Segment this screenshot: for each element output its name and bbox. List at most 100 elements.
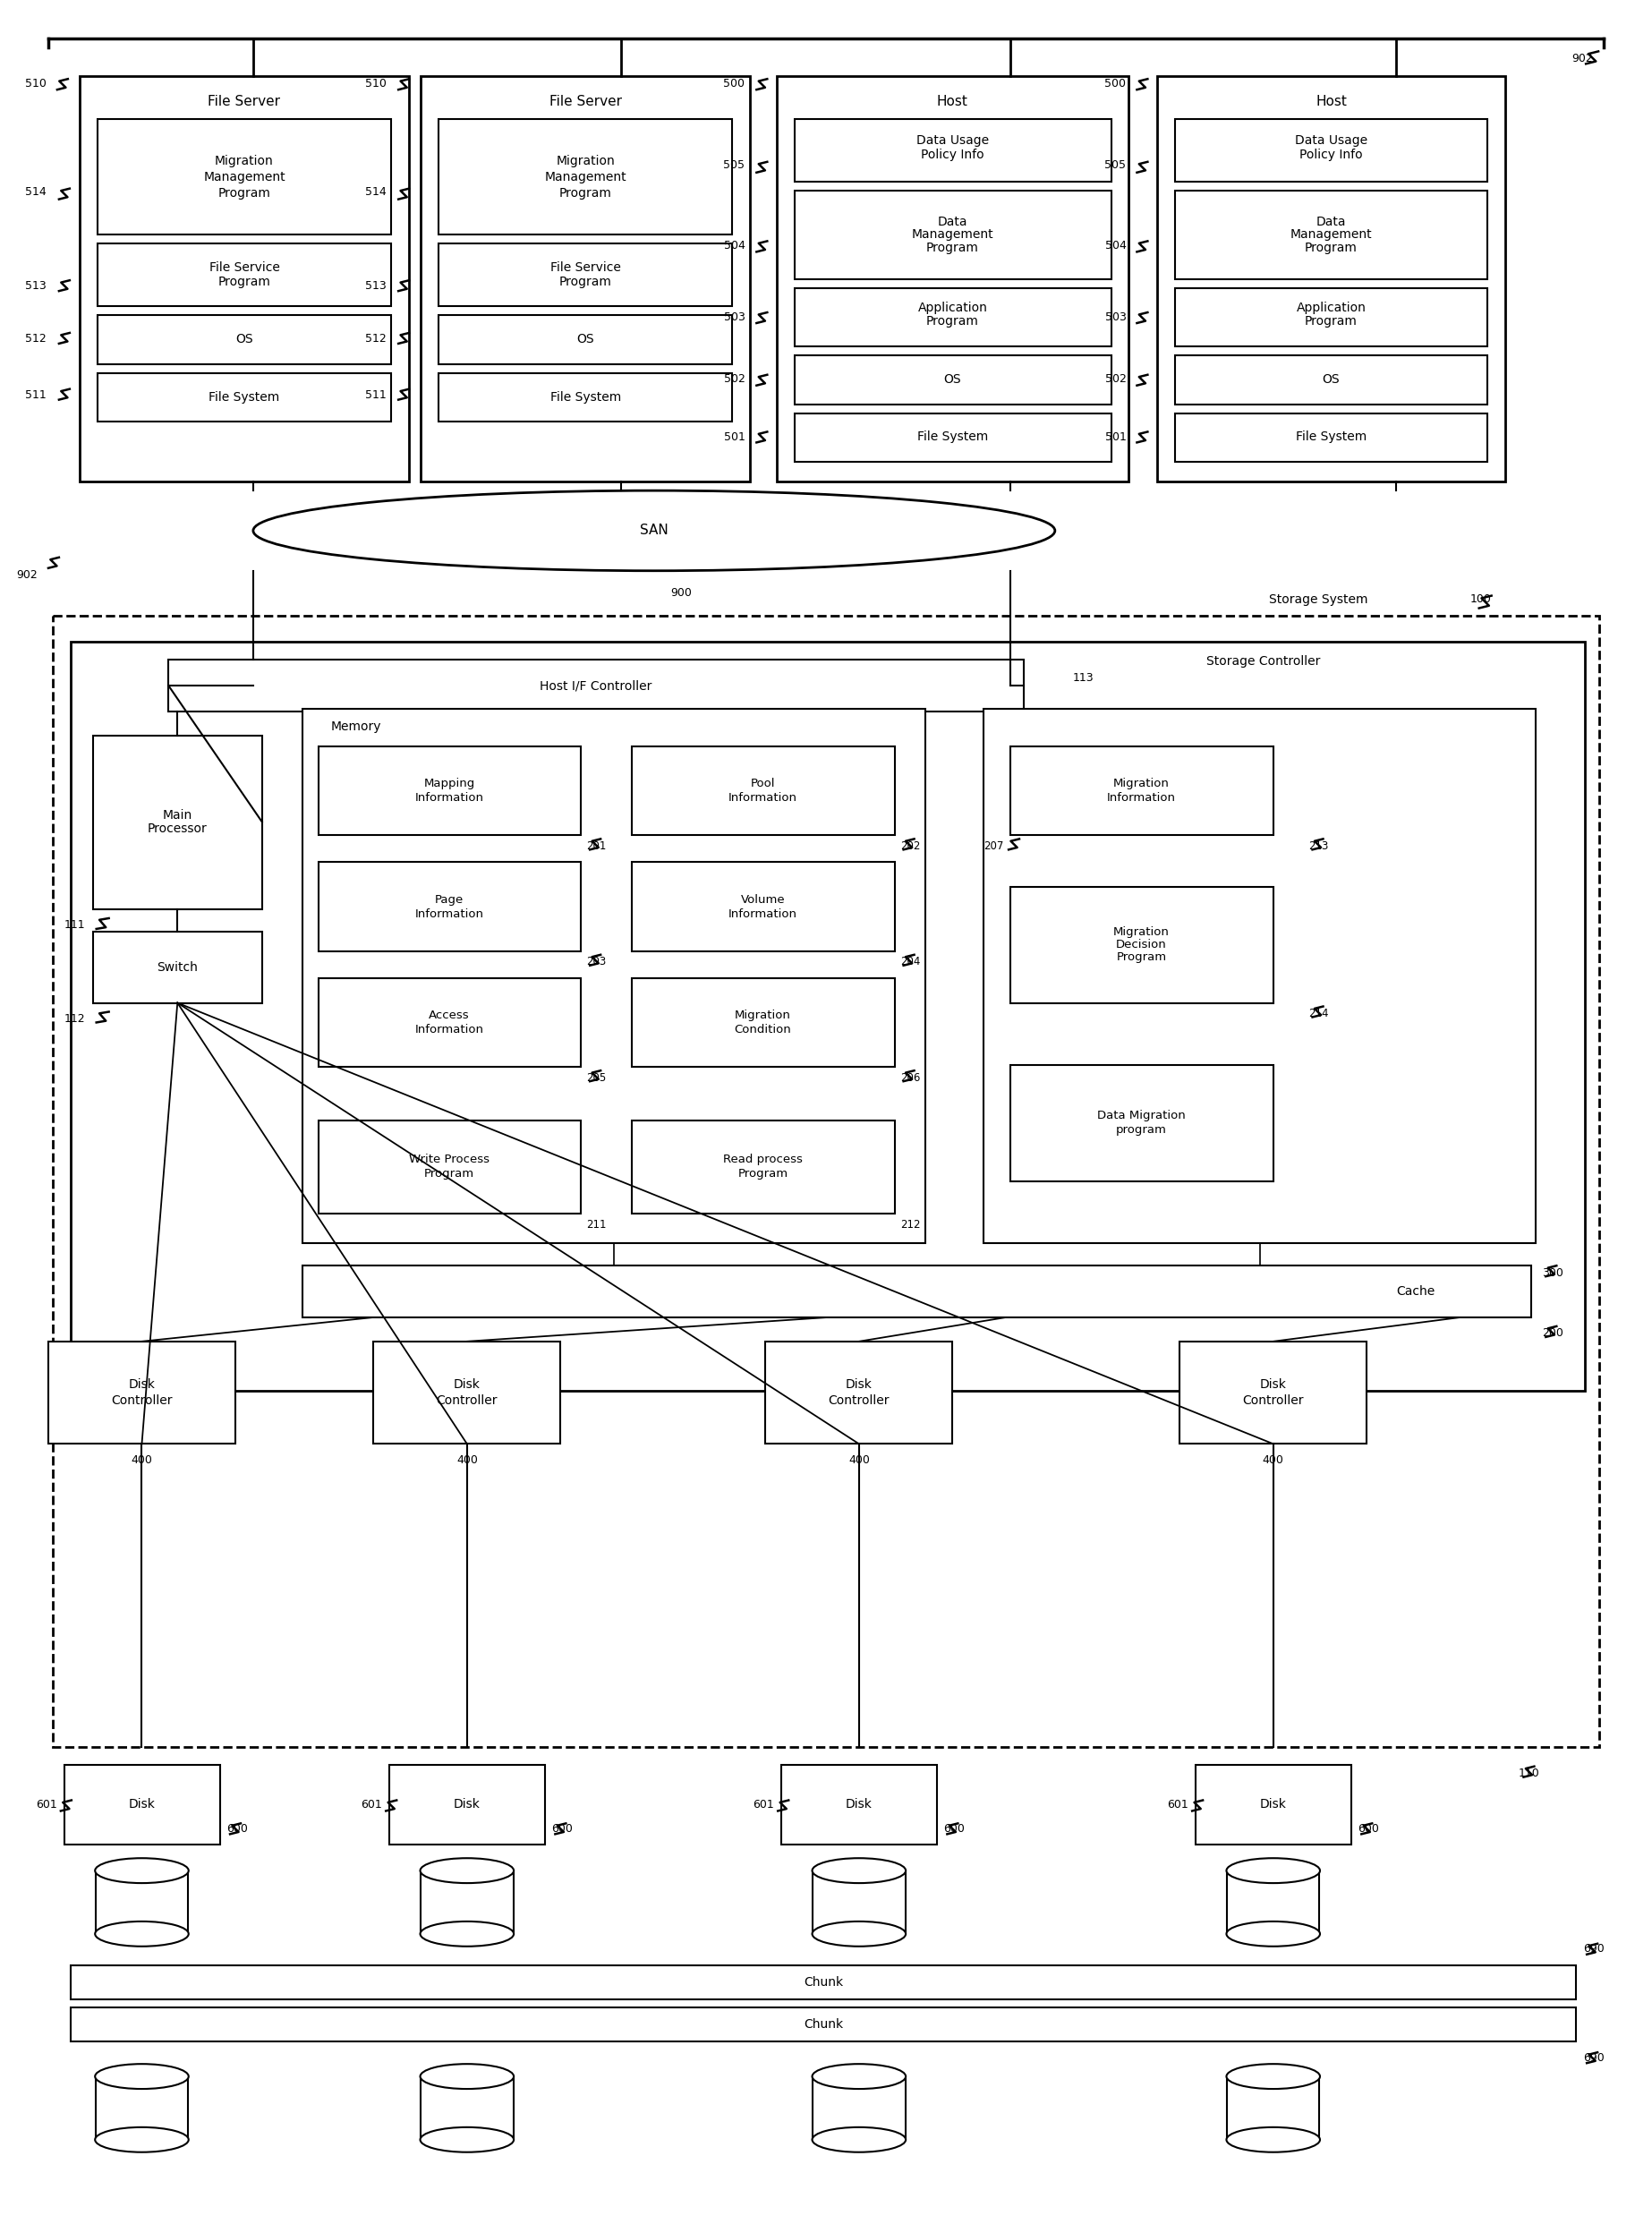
Text: 505: 505 bbox=[724, 160, 745, 171]
Text: 200: 200 bbox=[1543, 1328, 1564, 1339]
Text: File Server: File Server bbox=[208, 96, 281, 109]
Ellipse shape bbox=[420, 1859, 514, 1884]
Text: Decision: Decision bbox=[1117, 939, 1166, 952]
Text: 600: 600 bbox=[943, 1824, 965, 1835]
Text: Disk: Disk bbox=[846, 1799, 872, 1810]
Text: 902: 902 bbox=[1571, 53, 1593, 64]
Text: Management: Management bbox=[912, 229, 993, 240]
Text: Policy Info: Policy Info bbox=[920, 149, 985, 160]
Text: 511: 511 bbox=[365, 389, 387, 400]
Bar bbox=[1011, 887, 1274, 1003]
Ellipse shape bbox=[1226, 1922, 1320, 1946]
Bar bbox=[390, 1764, 545, 1844]
Bar bbox=[1175, 414, 1487, 463]
Text: Program: Program bbox=[218, 187, 271, 200]
Text: 601: 601 bbox=[362, 1799, 382, 1810]
Bar bbox=[1175, 356, 1487, 405]
Bar bbox=[795, 356, 1112, 405]
Text: Program: Program bbox=[927, 242, 980, 254]
Text: 203: 203 bbox=[586, 956, 606, 967]
Bar bbox=[1175, 120, 1487, 182]
Text: Read process: Read process bbox=[724, 1154, 803, 1165]
Bar bbox=[1158, 76, 1505, 483]
Text: OS: OS bbox=[236, 334, 253, 345]
Text: Controller: Controller bbox=[1242, 1394, 1303, 1406]
Text: Chunk: Chunk bbox=[803, 2019, 843, 2031]
Text: 505: 505 bbox=[1105, 160, 1127, 171]
Text: Data: Data bbox=[1317, 216, 1346, 227]
Text: Volume: Volume bbox=[740, 894, 785, 905]
Bar bbox=[795, 414, 1112, 463]
Text: Application: Application bbox=[917, 302, 988, 314]
Bar bbox=[795, 191, 1112, 280]
Ellipse shape bbox=[1226, 2126, 1320, 2153]
Text: 110: 110 bbox=[1518, 1768, 1540, 1779]
Text: 206: 206 bbox=[900, 1072, 920, 1083]
Text: 690: 690 bbox=[1583, 1944, 1604, 1955]
Text: 100: 100 bbox=[1470, 594, 1492, 605]
Text: 503: 503 bbox=[724, 311, 745, 322]
Text: 690: 690 bbox=[1583, 2053, 1604, 2064]
Text: 502: 502 bbox=[1105, 374, 1127, 385]
Text: Controller: Controller bbox=[111, 1394, 172, 1406]
Text: Write Process: Write Process bbox=[410, 1154, 489, 1165]
Ellipse shape bbox=[1226, 1859, 1320, 1884]
Text: 601: 601 bbox=[1168, 1799, 1188, 1810]
Ellipse shape bbox=[813, 2126, 905, 2153]
Text: Program: Program bbox=[1305, 242, 1358, 254]
Text: Program: Program bbox=[558, 187, 611, 200]
Bar bbox=[93, 736, 263, 910]
Text: Management: Management bbox=[1290, 229, 1373, 240]
Text: 300: 300 bbox=[1543, 1268, 1564, 1279]
Text: 400: 400 bbox=[131, 1454, 152, 1466]
Text: Storage Controller: Storage Controller bbox=[1206, 656, 1320, 667]
Text: 513: 513 bbox=[365, 280, 387, 291]
Text: 212: 212 bbox=[900, 1219, 920, 1230]
Ellipse shape bbox=[96, 2126, 188, 2153]
Text: 902: 902 bbox=[17, 569, 38, 580]
Text: 512: 512 bbox=[25, 334, 46, 345]
Text: Information: Information bbox=[1107, 792, 1176, 803]
Text: 510: 510 bbox=[25, 78, 46, 89]
Text: 112: 112 bbox=[64, 1014, 86, 1025]
Text: 514: 514 bbox=[25, 187, 46, 198]
Text: 514: 514 bbox=[365, 187, 387, 198]
Text: Program: Program bbox=[425, 1168, 474, 1179]
Text: Access: Access bbox=[430, 1010, 469, 1021]
Ellipse shape bbox=[96, 1859, 188, 1884]
Bar bbox=[438, 374, 732, 423]
Bar bbox=[93, 932, 263, 1003]
Text: Management: Management bbox=[203, 171, 286, 182]
Ellipse shape bbox=[420, 2064, 514, 2088]
Text: Page: Page bbox=[434, 894, 464, 905]
Text: 213: 213 bbox=[1308, 841, 1328, 852]
Bar bbox=[776, 76, 1128, 483]
Text: Condition: Condition bbox=[733, 1023, 791, 1036]
Text: Pool: Pool bbox=[750, 778, 775, 790]
Text: Controller: Controller bbox=[436, 1394, 497, 1406]
Text: 503: 503 bbox=[1105, 311, 1127, 322]
Ellipse shape bbox=[1226, 2064, 1320, 2088]
Ellipse shape bbox=[813, 1859, 905, 1884]
Text: File Server: File Server bbox=[548, 96, 621, 109]
Text: Information: Information bbox=[729, 907, 798, 919]
Text: Data: Data bbox=[938, 216, 968, 227]
Bar bbox=[1175, 289, 1487, 347]
Text: Data Migration: Data Migration bbox=[1097, 1110, 1186, 1121]
Ellipse shape bbox=[420, 1922, 514, 1946]
Text: 504: 504 bbox=[1105, 240, 1127, 251]
Text: OS: OS bbox=[1322, 374, 1340, 385]
Text: File Service: File Service bbox=[208, 262, 279, 274]
Ellipse shape bbox=[813, 2064, 905, 2088]
Text: 113: 113 bbox=[1072, 672, 1094, 683]
Text: 211: 211 bbox=[586, 1219, 606, 1230]
Text: Data Usage: Data Usage bbox=[1295, 133, 1368, 147]
Text: SAN: SAN bbox=[639, 525, 669, 538]
Text: File System: File System bbox=[550, 391, 621, 403]
Text: 900: 900 bbox=[671, 587, 692, 598]
Text: 502: 502 bbox=[724, 374, 745, 385]
Text: Cache: Cache bbox=[1396, 1285, 1436, 1299]
Bar bbox=[765, 1341, 953, 1443]
Text: File Service: File Service bbox=[550, 262, 621, 274]
Bar bbox=[631, 747, 895, 836]
